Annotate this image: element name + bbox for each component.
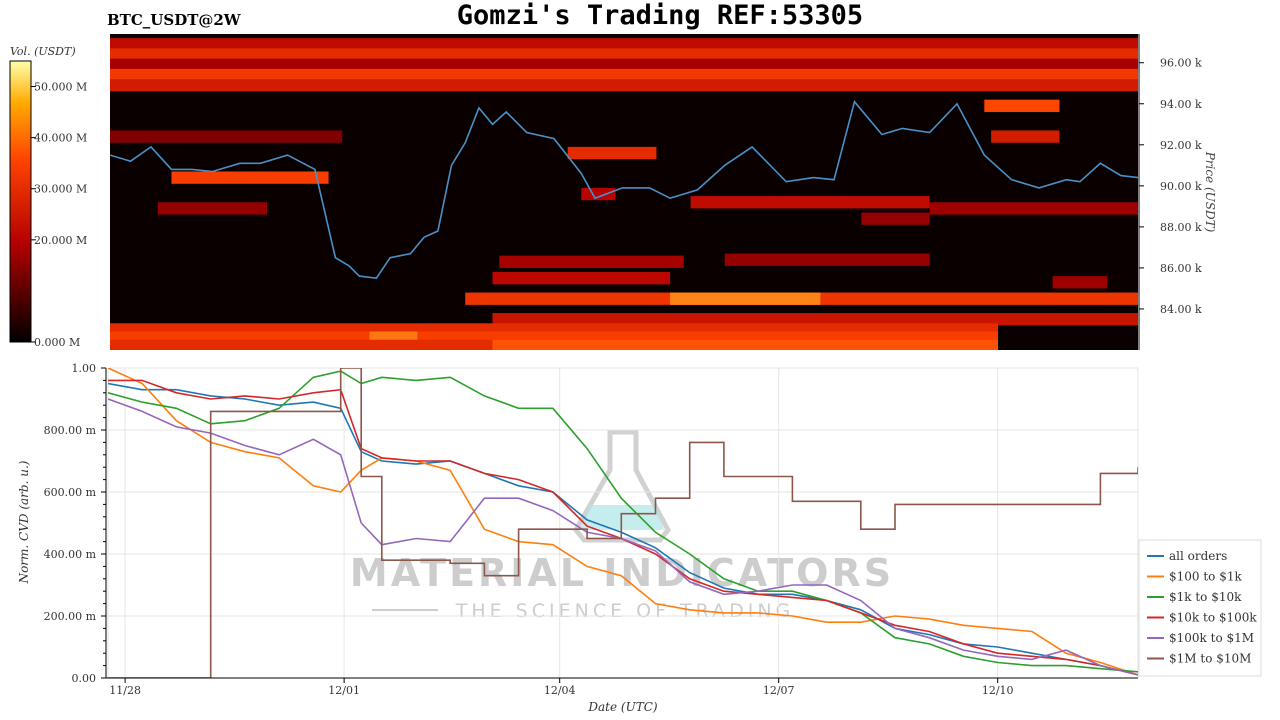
legend-label: $1M to $10M bbox=[1169, 652, 1251, 666]
legend-box bbox=[1138, 539, 1262, 677]
cvd-x-axis-label: Date (UTC) bbox=[587, 700, 657, 714]
colorbar-tick-label: 20.000 M bbox=[34, 234, 87, 247]
colorbar-tick-label: 30.000 M bbox=[34, 183, 87, 196]
cvd-series-line bbox=[108, 379, 1138, 676]
heatmap-band bbox=[110, 58, 1138, 71]
heatmap-band bbox=[929, 202, 1138, 215]
cvd-y-tick-label: 0.00 bbox=[72, 672, 97, 685]
heatmap-band bbox=[110, 68, 1138, 82]
cvd-y-tick-label: 1.00 bbox=[72, 362, 97, 375]
colorbar-tick-label: 0.000 M bbox=[34, 336, 80, 349]
cvd-x-tick-label: 12/01 bbox=[328, 684, 360, 697]
cvd-x-tick-label: 12/04 bbox=[544, 684, 576, 697]
cvd-series-line bbox=[108, 368, 1138, 678]
heatmap-band bbox=[581, 187, 616, 201]
chart-title: Gomzi's Trading REF:53305 bbox=[457, 0, 863, 31]
heatmap-band bbox=[499, 255, 684, 268]
heatmap-band bbox=[984, 99, 1060, 112]
heatmap-y-tick-label: 86.00 k bbox=[1160, 262, 1202, 275]
legend-label: $100k to $1M bbox=[1169, 631, 1254, 645]
heatmap-band bbox=[690, 196, 930, 209]
heatmap-band bbox=[110, 130, 343, 143]
price-line bbox=[110, 99, 1138, 280]
heatmap-band bbox=[492, 339, 998, 350]
heatmap-band bbox=[861, 212, 930, 225]
colorbar-tick-label: 50.000 M bbox=[34, 81, 87, 94]
colorbar: Vol. (USDT) 0.000 M 20.000 M 30.000 M 40.00… bbox=[9, 45, 87, 349]
heatmap-band bbox=[1052, 276, 1108, 289]
heatmap-y-tick-label: 88.00 k bbox=[1160, 221, 1202, 234]
heatmap-band bbox=[110, 38, 1138, 51]
legend-label: all orders bbox=[1169, 549, 1227, 563]
heatmap-y-tick-label: 94.00 k bbox=[1160, 98, 1202, 111]
cvd-y-tick-label: 200.00 m bbox=[44, 610, 97, 623]
legend-label: $1k to $10k bbox=[1169, 590, 1242, 604]
heatmap-y-tick-label: 84.00 k bbox=[1160, 303, 1202, 316]
cvd-y-axis-label: Norm. CVD (arb. u.) bbox=[17, 460, 31, 584]
colorbar-tick-label: 40.000 M bbox=[34, 132, 87, 145]
legend: all orders $100 to $1k $1k to $10k $10k to … bbox=[1138, 539, 1262, 677]
cvd-series-line bbox=[108, 370, 1138, 673]
pair-label: BTC_USDT@2W bbox=[107, 11, 242, 29]
colorbar-label: Vol. (USDT) bbox=[10, 45, 76, 58]
watermark-line1: MATERIAL INDICATORS bbox=[350, 551, 894, 595]
heatmap-panel: 84.00 k 86.00 k 88.00 k 90.00 k 92.00 k 94.00… bbox=[110, 34, 1217, 350]
heatmap-band bbox=[724, 253, 930, 266]
heatmap-y-axis-label: Price (USDT) bbox=[1203, 151, 1217, 233]
heatmap-band bbox=[171, 171, 329, 184]
colorbar-gradient bbox=[9, 60, 32, 343]
cvd-y-tick-label: 600.00 m bbox=[44, 486, 97, 499]
cvd-panel: 0.00 200.00 m 400.00 m 600.00 m 800.00 m 1.00… bbox=[17, 362, 1139, 714]
cvd-series-line bbox=[108, 398, 1138, 676]
heatmap-y-tick-label: 92.00 k bbox=[1160, 139, 1202, 152]
cvd-y-tick-label: 800.00 m bbox=[44, 424, 97, 437]
heatmap-band bbox=[492, 313, 1138, 326]
heatmap-band bbox=[567, 146, 657, 160]
heatmap-band bbox=[110, 48, 1138, 61]
watermark-line2: THE SCIENCE OF TRADING bbox=[455, 600, 795, 622]
heatmap-band bbox=[157, 202, 268, 215]
heatmap-band bbox=[110, 79, 1138, 92]
flask-icon bbox=[572, 429, 671, 543]
cvd-y-tick-label: 400.00 m bbox=[44, 548, 97, 561]
cvd-series-line bbox=[108, 368, 1138, 676]
legend-label: $10k to $100k bbox=[1169, 611, 1257, 625]
heatmap-band bbox=[991, 130, 1060, 143]
cvd-x-tick-label: 11/28 bbox=[109, 684, 141, 697]
cvd-x-tick-label: 12/07 bbox=[763, 684, 795, 697]
heatmap-band bbox=[670, 292, 821, 305]
cvd-x-tick-label: 12/10 bbox=[982, 684, 1014, 697]
heatmap-y-tick-label: 90.00 k bbox=[1160, 180, 1202, 193]
heatmap-y-tick-label: 96.00 k bbox=[1160, 57, 1202, 70]
heatmap-band bbox=[492, 272, 671, 285]
legend-label: $100 to $1k bbox=[1169, 570, 1242, 584]
